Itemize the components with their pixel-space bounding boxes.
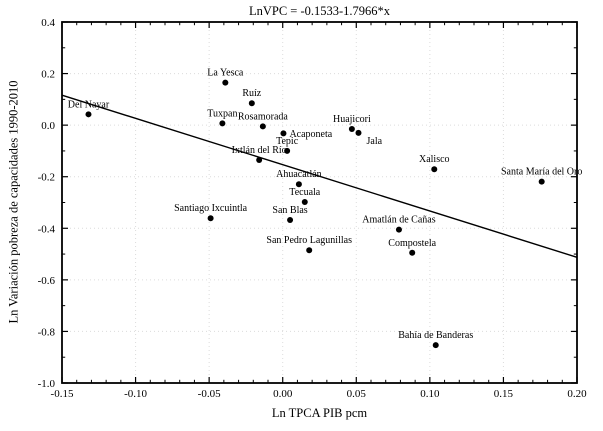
plot-frame <box>61 21 578 384</box>
x-tick-label: 0.00 <box>273 388 293 400</box>
x-tick-label: -0.15 <box>51 388 74 400</box>
point-label: Jala <box>366 136 382 147</box>
data-point <box>431 166 438 173</box>
point-label: Acaponeta <box>289 129 332 140</box>
y-tick-label: -0.8 <box>38 326 56 338</box>
data-point <box>219 120 226 127</box>
point-label: Bahía de Banderas <box>398 330 473 341</box>
point-label: La Yesca <box>207 68 244 79</box>
data-point <box>348 126 355 133</box>
point-label: Amatlán de Cañas <box>362 215 435 226</box>
point-label: San Pedro Lagunillas <box>266 235 352 246</box>
data-point <box>355 129 362 136</box>
data-point <box>85 111 92 118</box>
y-tick-label: -0.4 <box>38 223 56 235</box>
point-label: Ruíz <box>242 88 261 99</box>
point-label: Ixtlán del Río <box>232 145 287 156</box>
point-label: Santa María del Oro <box>501 167 582 178</box>
y-tick-label: -0.2 <box>38 172 55 184</box>
point-label: San Blas <box>272 205 307 216</box>
data-point <box>256 156 263 163</box>
y-tick-label: -1.0 <box>38 378 56 390</box>
point-label: Ahuacatlán <box>276 169 322 180</box>
point-label: Xalisco <box>419 154 450 165</box>
data-point <box>306 247 313 254</box>
y-tick-label: 0.2 <box>41 69 55 81</box>
data-point <box>538 178 545 185</box>
regression-line <box>61 94 578 258</box>
point-label: Tepic <box>276 136 299 147</box>
point-label: Tecuala <box>289 187 321 198</box>
y-axis-title: Ln Variación pobreza de capacidades 1990… <box>6 80 21 324</box>
x-axis-title: Ln TPCA PIB pcm <box>271 406 368 420</box>
data-point <box>287 217 294 224</box>
x-tick-label: -0.10 <box>124 388 147 400</box>
point-label: Compostela <box>388 238 436 249</box>
x-tick-label: 0.10 <box>420 388 440 400</box>
data-point <box>207 215 214 222</box>
point-label: Rosamorada <box>238 111 289 122</box>
data-point <box>222 79 229 86</box>
point-label: Del Nayar <box>68 99 110 110</box>
data-point <box>284 147 291 154</box>
data-point <box>248 100 255 107</box>
chart-title: LnVPC = -0.1533-1.7966*x <box>248 4 391 18</box>
point-label: Tuxpan <box>207 108 237 119</box>
data-point <box>280 130 287 137</box>
data-point <box>259 123 266 130</box>
data-point <box>295 181 302 188</box>
data-point <box>395 226 402 233</box>
point-label: Huajicori <box>333 114 371 125</box>
data-point <box>301 198 308 205</box>
point-label: Santiago Ixcuintla <box>174 203 248 214</box>
data-point <box>432 342 439 349</box>
x-tick-label: -0.05 <box>198 388 221 400</box>
x-tick-label: 0.15 <box>494 388 514 400</box>
data-point <box>409 249 416 256</box>
y-tick-label: -0.6 <box>38 275 56 287</box>
y-tick-label: 0.4 <box>41 17 55 29</box>
x-tick-label: 0.05 <box>347 388 367 400</box>
y-tick-label: 0.0 <box>41 120 55 132</box>
x-tick-label: 0.20 <box>567 388 587 400</box>
